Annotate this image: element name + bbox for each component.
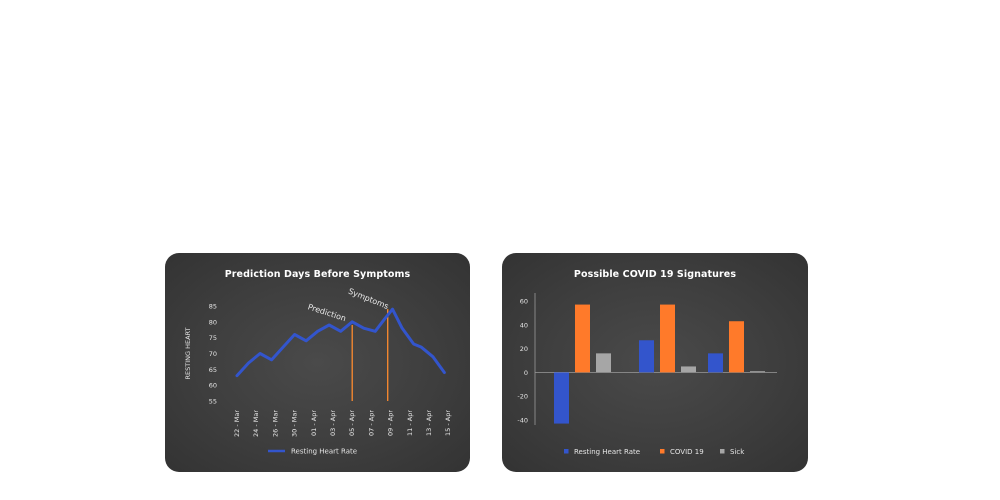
y-tick-label: -20 (517, 393, 528, 401)
bar-chart-card: Possible COVID 19 Signatures -40 -20 0 20 40… (502, 253, 808, 472)
x-tick-label: 09 - Apr (387, 410, 395, 436)
line-chart-title: Prediction Days Before Symptoms (224, 269, 411, 280)
annotation-prediction: Prediction (307, 302, 348, 323)
bar-chart-title: Possible COVID 19 Signatures (573, 269, 737, 280)
x-tick-label: 15 - Apr (444, 410, 452, 436)
y-tick-label: -40 (517, 417, 528, 425)
y-tick-label: 80 (209, 318, 217, 326)
y-tick-label: 0 (524, 369, 528, 377)
y-tick-label: 60 (209, 382, 217, 390)
bar-sick-1 (681, 366, 696, 373)
x-tick-label: 11 - Apr (406, 410, 414, 436)
x-tick-label: 03 - Apr (329, 410, 337, 436)
series-line (235, 307, 446, 378)
line-chart-card: Prediction Days Before Symptoms RESTING … (165, 253, 470, 472)
bar-resting-heart-rate-2 (708, 353, 723, 373)
legend-swatch-sick (720, 449, 725, 454)
y-tick-label: 20 (520, 345, 528, 353)
bar-covid-19-1 (660, 304, 675, 373)
bar-resting-heart-rate-0 (554, 372, 569, 424)
line-chart: RESTING HEART 55 60 65 70 75 80 85 22 - Mar 24 - … (184, 287, 452, 456)
bar-covid-19-2 (729, 321, 744, 373)
y-tick-label: 65 (209, 366, 217, 374)
x-tick-label: 05 - Apr (348, 410, 356, 436)
y-tick-label: 55 (209, 398, 217, 406)
x-tick-label: 01 - Apr (310, 410, 318, 436)
y-tick-label: 85 (209, 303, 217, 311)
legend-swatch-covid-19 (660, 449, 665, 454)
bar-covid-19-0 (575, 304, 590, 373)
legend-label-resting-heart-rate: Resting Heart Rate (574, 448, 640, 456)
x-tick-label: 30 - Mar (291, 410, 299, 437)
y-axis-label: RESTING HEART (184, 327, 192, 379)
x-tick-label: 24 - Mar (252, 410, 260, 437)
bar-sick-2 (750, 371, 765, 373)
bar-resting-heart-rate-1 (639, 340, 654, 373)
legend-label-covid-19: COVID 19 (670, 448, 704, 456)
bar-chart: -40 -20 0 20 40 60 Resting Heart Rate COVID 19 S… (517, 293, 777, 456)
annotation-symptoms: Symptoms (347, 287, 390, 311)
bar-sick-0 (596, 353, 611, 373)
x-tick-label: 07 - Apr (367, 410, 375, 436)
legend-label-resting-heart-rate: Resting Heart Rate (291, 448, 357, 456)
y-tick-label: 60 (520, 298, 528, 306)
y-tick-label: 75 (209, 334, 217, 342)
x-tick-label: 22 - Mar (233, 410, 241, 437)
x-tick-label: 13 - Apr (425, 410, 433, 436)
y-tick-label: 70 (209, 350, 217, 358)
legend-label-sick: Sick (730, 448, 745, 456)
y-tick-label: 40 (520, 321, 528, 329)
x-tick-label: 26 - Mar (271, 410, 279, 437)
legend-swatch-resting-heart-rate (564, 449, 569, 454)
